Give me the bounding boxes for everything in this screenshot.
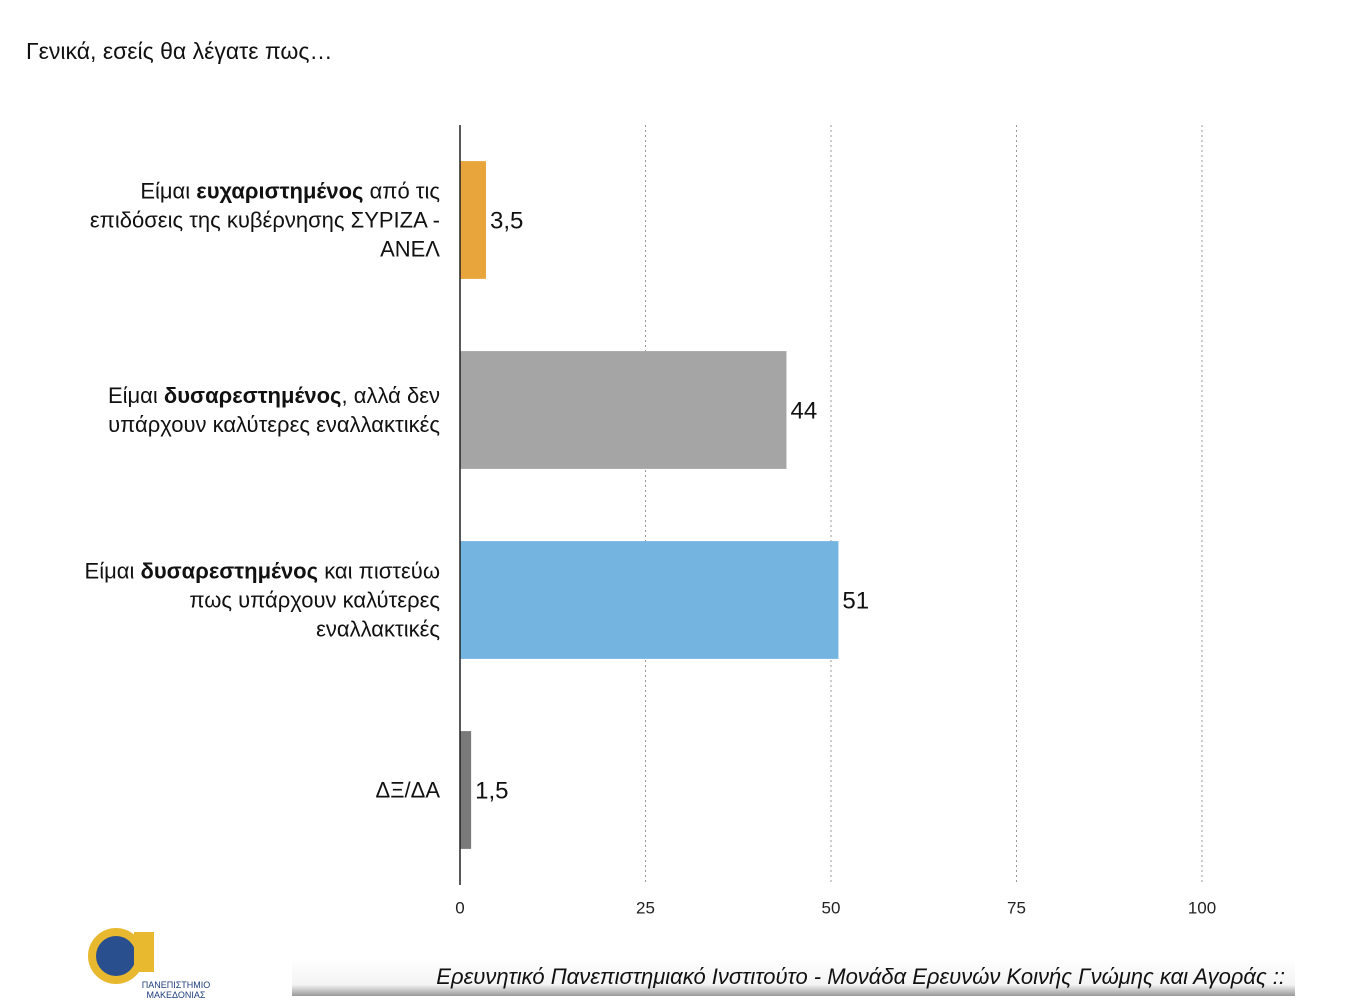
label-part: από τις επιδόσεις της κυβέρνησης ΣΥΡΙΖΑ … — [89, 178, 440, 262]
bar — [460, 351, 787, 469]
value-label: 1,5 — [475, 777, 508, 804]
logo — [96, 936, 136, 976]
label-part: , αλλά δεν υπάρχουν καλύτερες εναλλακτικ… — [108, 383, 440, 437]
value-label: 51 — [842, 587, 869, 614]
value-label: 44 — [790, 397, 817, 424]
label-part: Είμαι — [107, 383, 164, 408]
label-part: ΔΞ/ΔΑ — [375, 777, 440, 803]
logo — [134, 932, 154, 972]
y-tick-label: Είμαι ευχαριστημένος από τις επιδόσεις τ… — [60, 177, 440, 264]
footer: Ερευνητικό Πανεπιστημιακό Ινστιτούτο - Μ… — [292, 958, 1295, 996]
logo-text: ΠΑΝΕΠΙΣΤΗΜΙΟ ΜΑΚΕΔΟΝΙΑΣ — [141, 980, 211, 1000]
x-tick-label: 100 — [1188, 898, 1216, 917]
x-tick-label: 75 — [1007, 898, 1026, 917]
y-tick-label: Είμαι δυσαρεστημένος και πιστεύω πως υπά… — [60, 557, 440, 644]
bar — [460, 541, 839, 659]
label-part: και πιστεύω πως υπάρχουν καλύτερες εναλλ… — [189, 558, 440, 642]
y-tick-label: ΔΞ/ΔΑ — [60, 776, 440, 805]
x-tick-label: 0 — [455, 898, 464, 917]
label-part: ευχαριστημένος — [196, 178, 364, 204]
label-part: Είμαι — [140, 178, 197, 204]
label-part: Είμαι — [84, 558, 141, 584]
x-tick-label: 25 — [636, 898, 655, 917]
bar — [460, 161, 486, 279]
value-label: 3,5 — [490, 207, 523, 234]
x-tick-label: 50 — [822, 898, 841, 917]
chart-title: Γενικά, εσείς θα λέγατε πως… — [26, 38, 333, 64]
bar — [460, 731, 472, 849]
source: Ερευνητικό Πανεπιστημιακό Ινστιτούτο - Μ… — [436, 964, 1285, 989]
label-part: δυσαρεστημένος — [163, 383, 342, 408]
label-part: δυσαρεστημένος — [140, 558, 319, 584]
y-tick-label: Είμαι δυσαρεστημένος, αλλά δεν υπάρχουν … — [60, 381, 440, 439]
